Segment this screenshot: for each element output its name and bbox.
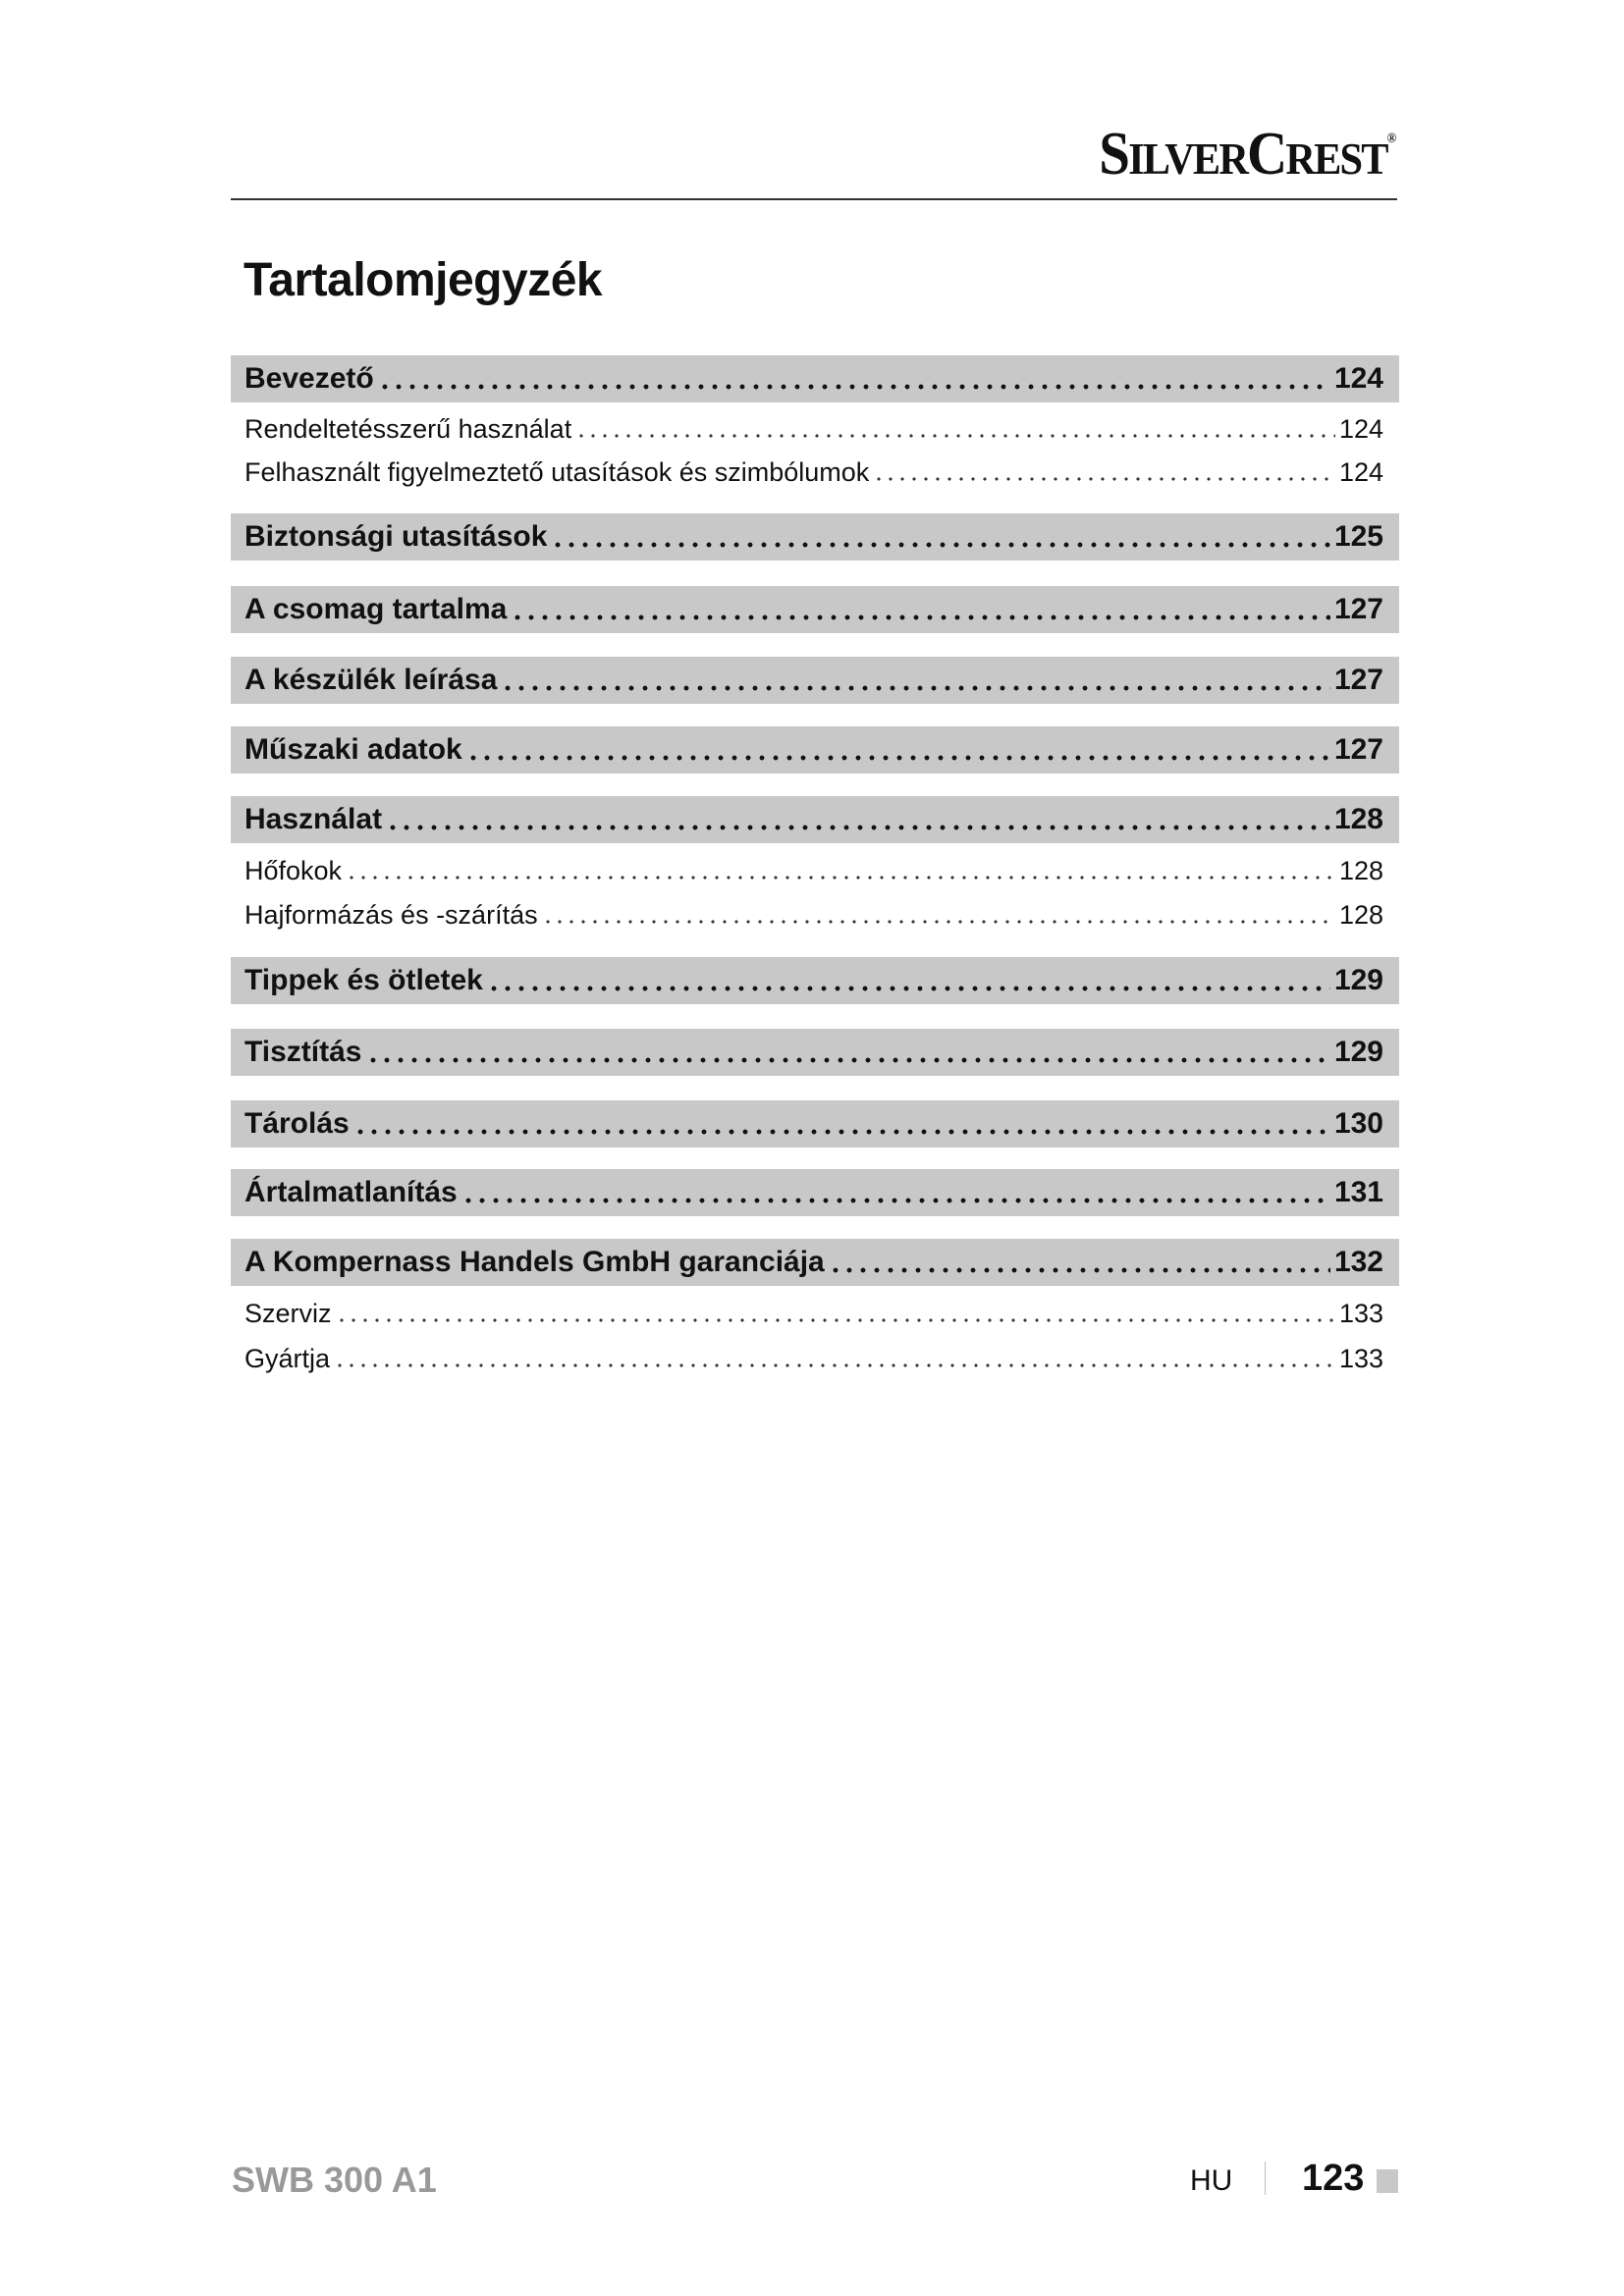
toc-page: 128 <box>1338 899 1383 930</box>
dot-leader <box>335 1316 1335 1324</box>
toc-section[interactable]: Bevezető 124 <box>231 355 1399 402</box>
dot-leader <box>377 383 1330 391</box>
dot-leader <box>365 1056 1330 1064</box>
dot-leader <box>346 874 1335 881</box>
page-title: Tartalomjegyzék <box>244 254 603 306</box>
toc-page: 125 <box>1333 520 1383 553</box>
toc-subsection[interactable]: Hajformázás és -szárítás 128 <box>231 895 1399 934</box>
toc-page: 130 <box>1333 1107 1383 1140</box>
toc-label: Tippek és ötletek <box>244 964 483 996</box>
footer-model: SWB 300 A1 <box>232 2160 437 2200</box>
toc-section[interactable]: Műszaki adatok 127 <box>231 726 1399 774</box>
toc-section[interactable]: Tippek és ötletek 129 <box>231 957 1399 1004</box>
toc-label: Tárolás <box>244 1107 350 1140</box>
toc-label: Biztonsági utasítások <box>244 520 548 553</box>
toc-label: A csomag tartalma <box>244 593 508 625</box>
toc-page: 129 <box>1333 1036 1383 1068</box>
dot-leader <box>551 541 1330 549</box>
dot-leader <box>541 918 1335 926</box>
toc-page: 124 <box>1338 413 1383 444</box>
toc-page: 127 <box>1333 593 1383 625</box>
toc-page: 129 <box>1333 964 1383 996</box>
toc-label: Hajformázás és -szárítás <box>244 899 538 930</box>
dot-leader <box>873 475 1335 483</box>
toc-label: Tisztítás <box>244 1036 362 1068</box>
silvercrest-logo: SILVERCREST® <box>1098 121 1396 187</box>
footer-page-number: 123 <box>1302 2158 1365 2199</box>
toc-section[interactable]: Biztonsági utasítások 125 <box>231 513 1399 561</box>
toc-label: Felhasznált figyelmeztető utasítások és … <box>244 456 870 487</box>
toc-section[interactable]: Használat 128 <box>231 796 1399 843</box>
toc-page: 124 <box>1338 456 1383 487</box>
toc-section[interactable]: Tárolás 130 <box>231 1100 1399 1148</box>
toc-page: 131 <box>1333 1176 1383 1208</box>
footer-marker <box>1377 2169 1398 2193</box>
toc-label: Gyártja <box>244 1343 331 1373</box>
toc-page: 128 <box>1333 803 1383 835</box>
toc-label: A készülék leírása <box>244 664 498 696</box>
dot-leader <box>386 824 1330 831</box>
toc-section[interactable]: Ártalmatlanítás 131 <box>231 1169 1399 1216</box>
footer-language: HU <box>1190 2164 1233 2197</box>
toc-subsection[interactable]: Hőfokok 128 <box>231 851 1399 890</box>
toc-label: Bevezető <box>244 362 374 395</box>
toc-section[interactable]: A csomag tartalma 127 <box>231 586 1399 633</box>
dot-leader <box>334 1362 1335 1369</box>
toc-label: Szerviz <box>244 1298 332 1328</box>
toc-subsection[interactable]: Felhasznált figyelmeztető utasítások és … <box>231 453 1399 492</box>
toc-section[interactable]: A készülék leírása 127 <box>231 657 1399 704</box>
dot-leader <box>352 1128 1330 1136</box>
toc-page: 124 <box>1333 362 1383 395</box>
toc-label: A Kompernass Handels GmbH garanciája <box>244 1246 825 1278</box>
toc-subsection[interactable]: Rendeltetésszerű használat 124 <box>231 409 1399 449</box>
header-rule <box>231 198 1397 200</box>
dot-leader <box>501 684 1330 692</box>
toc-page: 133 <box>1338 1298 1383 1328</box>
toc-section[interactable]: A Kompernass Handels GmbH garanciája 132 <box>231 1239 1399 1286</box>
dot-leader <box>511 614 1330 621</box>
toc-page: 127 <box>1333 664 1383 696</box>
toc-label: Rendeltetésszerű használat <box>244 413 572 444</box>
toc-page: 127 <box>1333 733 1383 766</box>
toc-label: Műszaki adatok <box>244 733 462 766</box>
dot-leader <box>575 432 1335 440</box>
toc-page: 128 <box>1338 855 1383 885</box>
toc-page: 132 <box>1333 1246 1383 1278</box>
toc-label: Ártalmatlanítás <box>244 1176 458 1208</box>
toc-section[interactable]: Tisztítás 129 <box>231 1029 1399 1076</box>
dot-leader <box>828 1266 1330 1274</box>
toc-label: Használat <box>244 803 383 835</box>
toc-page: 133 <box>1338 1343 1383 1373</box>
dot-leader <box>460 1197 1330 1204</box>
toc-subsection[interactable]: Gyártja 133 <box>231 1339 1399 1378</box>
toc-subsection[interactable]: Szerviz 133 <box>231 1294 1399 1333</box>
dot-leader <box>465 754 1330 762</box>
toc-label: Hőfokok <box>244 855 343 885</box>
footer-separator <box>1265 2162 1266 2195</box>
dot-leader <box>486 985 1330 992</box>
